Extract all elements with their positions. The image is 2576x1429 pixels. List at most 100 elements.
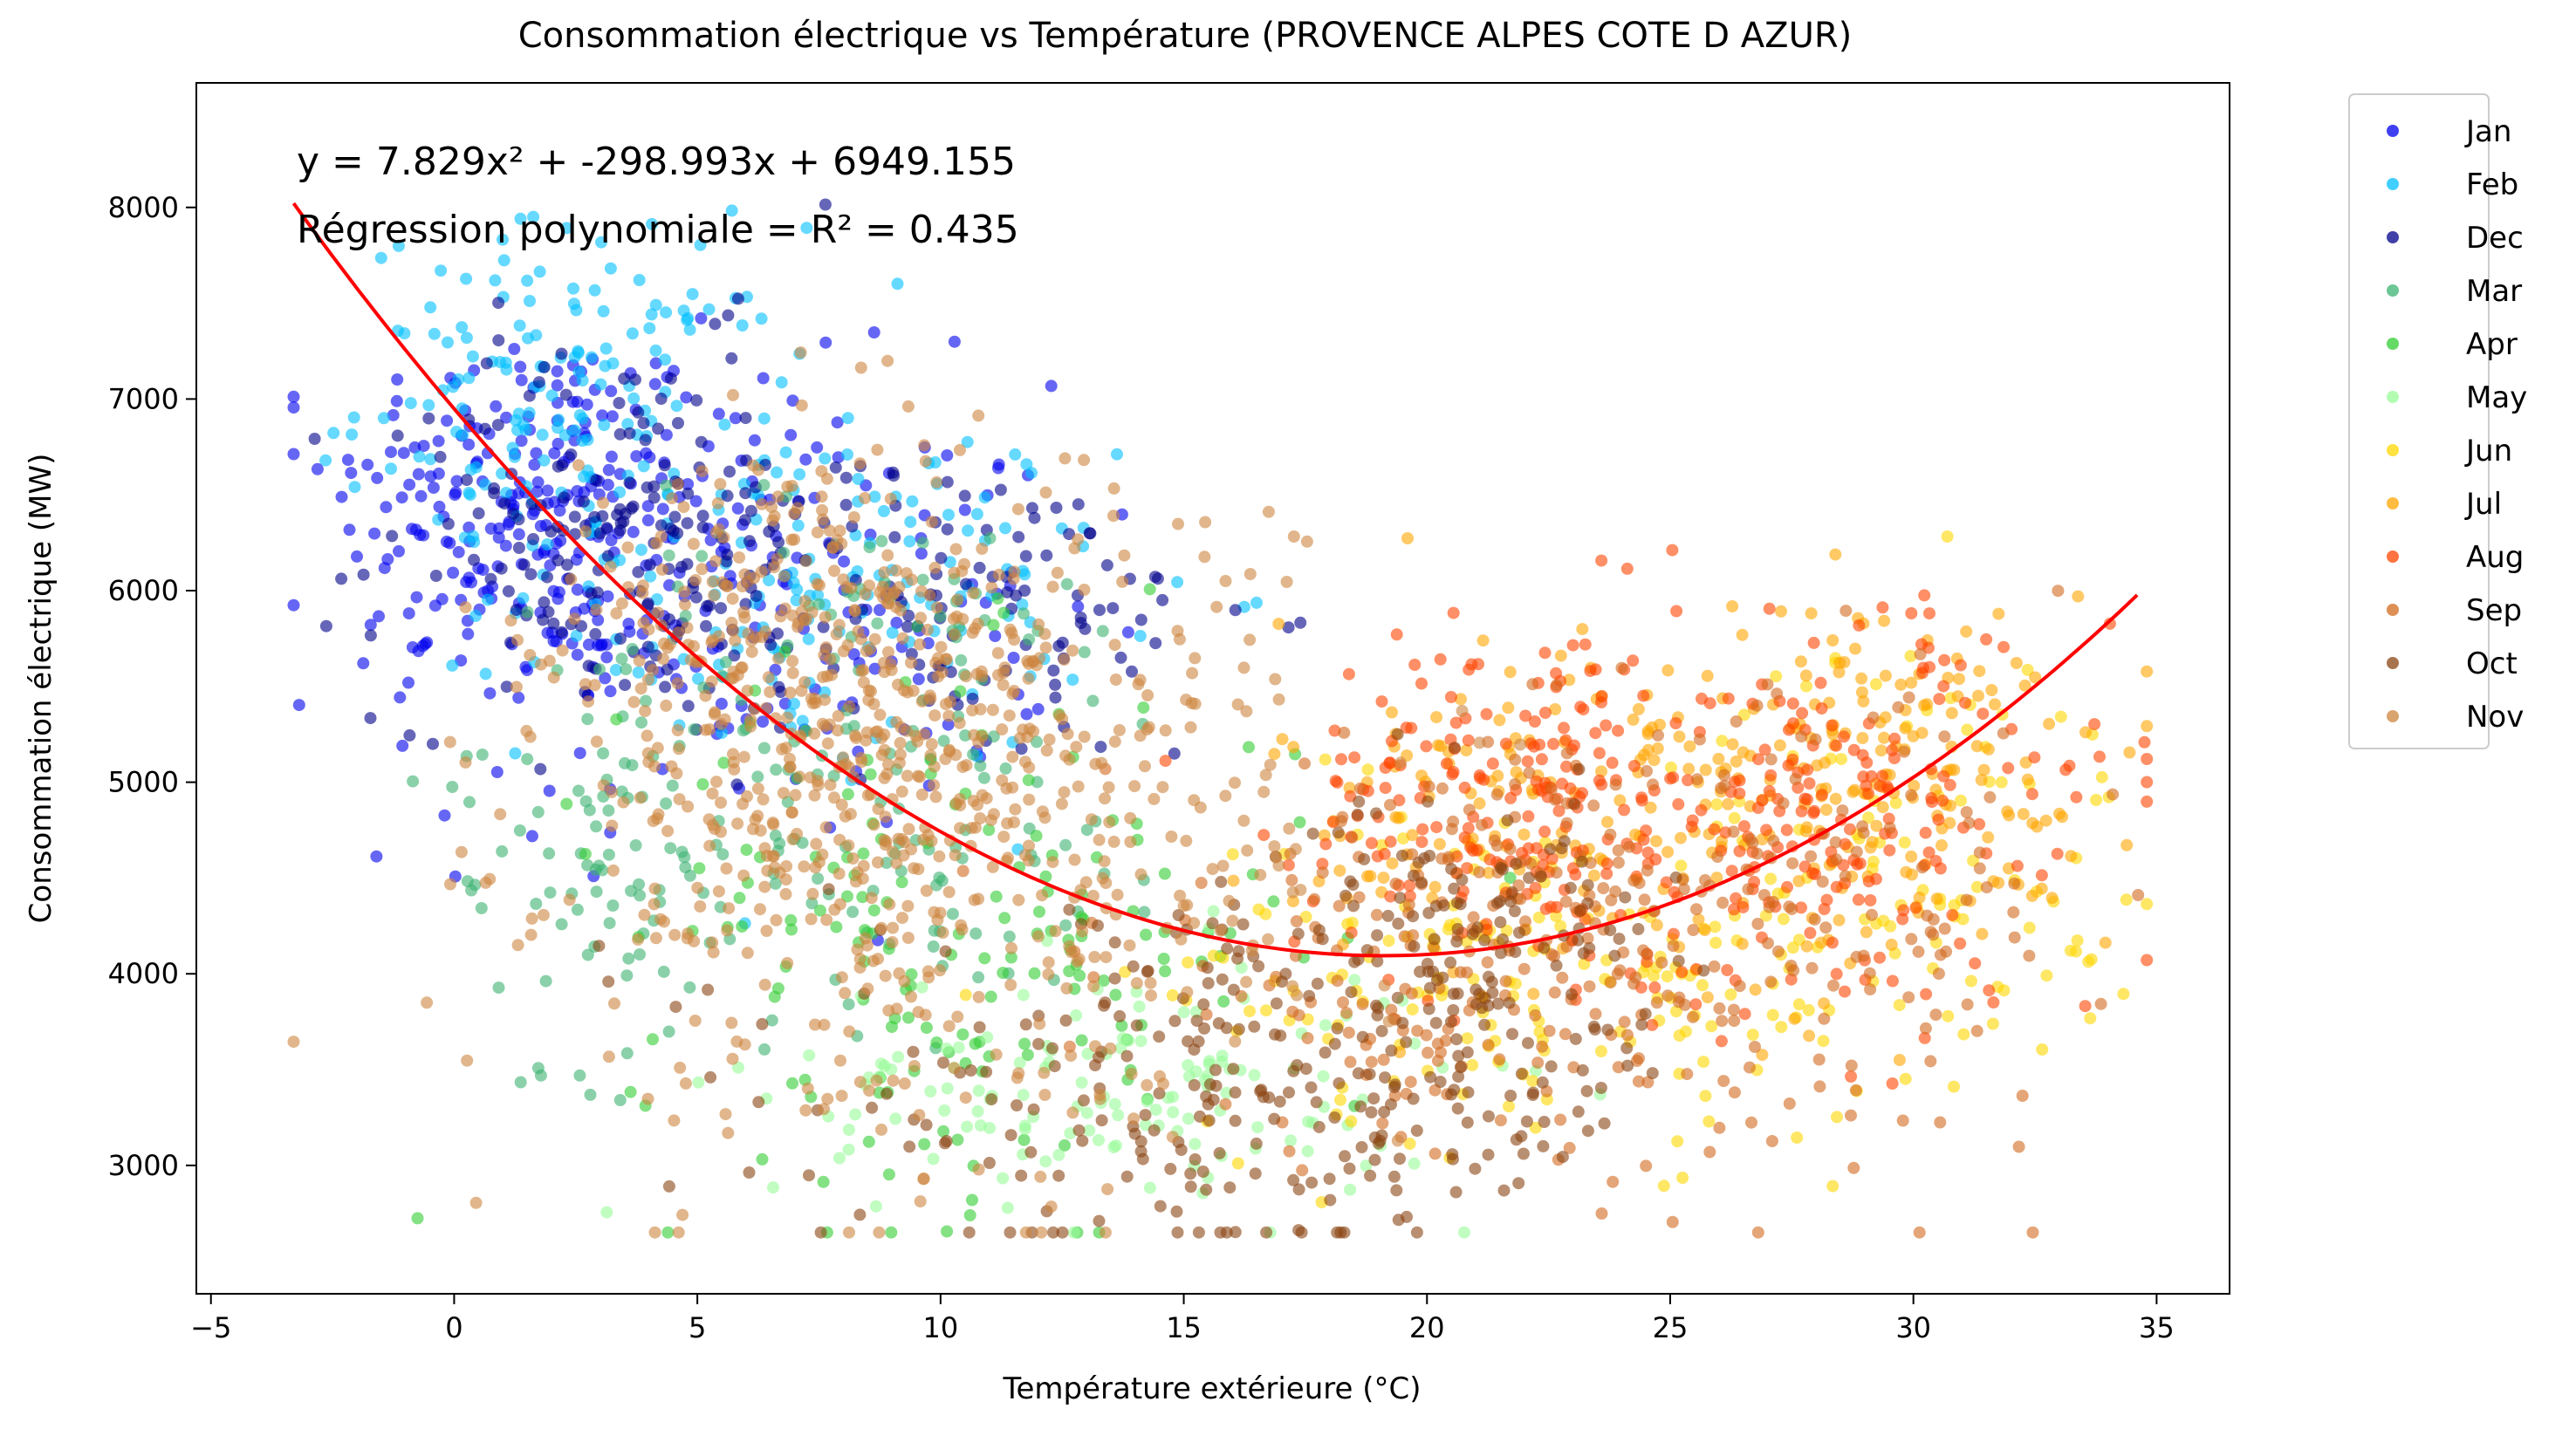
data-point (1285, 1134, 1297, 1147)
data-point (538, 360, 551, 373)
data-point (497, 254, 510, 267)
data-point (1276, 733, 1289, 746)
data-point (665, 760, 678, 773)
data-point (963, 1226, 976, 1239)
data-point (1317, 1070, 1330, 1083)
data-point (649, 298, 662, 311)
data-point (1786, 857, 1799, 870)
data-point (1522, 810, 1535, 823)
data-point (1388, 1078, 1401, 1091)
data-point (771, 982, 784, 995)
data-point (1446, 1148, 1459, 1161)
data-point (528, 458, 541, 471)
data-point (924, 1085, 937, 1097)
data-point (1792, 998, 1805, 1011)
data-point (1915, 861, 1929, 874)
data-point (1188, 917, 1201, 929)
data-point (1319, 753, 1332, 766)
data-point (1976, 927, 1989, 940)
data-point (974, 812, 987, 824)
data-point (976, 670, 989, 683)
data-point (645, 308, 658, 321)
data-point (1100, 951, 1113, 964)
data-point (530, 329, 543, 342)
data-point (860, 726, 874, 739)
data-point (2056, 810, 2069, 824)
data-point (912, 673, 925, 686)
data-point (1839, 870, 1852, 883)
data-point (752, 463, 764, 476)
data-point (1948, 899, 1961, 912)
data-point (1379, 782, 1392, 795)
data-point (1983, 790, 1997, 803)
data-point (1724, 988, 1737, 1001)
data-point (1560, 747, 1573, 760)
data-point (1305, 1081, 1318, 1094)
data-point (1932, 967, 1945, 981)
data-point (1482, 1110, 1495, 1123)
data-point (976, 543, 989, 555)
data-point (884, 492, 897, 505)
data-point (1938, 653, 1951, 667)
data-point (1641, 864, 1654, 877)
data-point (1401, 532, 1414, 544)
data-point (1287, 1064, 1300, 1077)
data-point (2070, 945, 2082, 958)
data-point (953, 716, 966, 729)
data-point (841, 412, 854, 425)
data-point (857, 847, 870, 860)
data-point (1267, 895, 1280, 908)
data-point (1601, 816, 1613, 829)
data-point (823, 524, 836, 537)
data-point (1450, 1033, 1463, 1046)
data-point (882, 1168, 895, 1181)
data-point (536, 428, 549, 441)
data-point (1141, 1095, 1154, 1108)
data-point (682, 478, 695, 490)
data-point (864, 768, 877, 781)
data-point (1864, 894, 1877, 906)
data-point (1905, 676, 1918, 689)
data-point (673, 793, 686, 806)
data-point (853, 1076, 867, 1089)
data-point (991, 646, 1004, 660)
data-point (1494, 1114, 1507, 1127)
data-point (763, 574, 776, 587)
data-point (692, 673, 704, 685)
data-point (895, 833, 908, 845)
data-point (1728, 811, 1741, 824)
data-point (1673, 991, 1686, 1004)
data-point (1324, 1193, 1337, 1207)
data-point (983, 1157, 996, 1169)
data-point (1065, 1050, 1078, 1063)
data-point (2035, 882, 2048, 895)
data-point (969, 1037, 982, 1050)
data-point (590, 820, 603, 833)
data-point (1004, 1226, 1017, 1239)
data-point (1597, 882, 1610, 895)
data-point (1408, 659, 1422, 671)
data-point (1531, 1056, 1545, 1070)
data-point (1108, 639, 1121, 652)
data-point (1581, 932, 1594, 945)
data-point (815, 465, 828, 478)
data-point (1733, 980, 1746, 993)
data-point (1206, 917, 1219, 930)
data-point (716, 727, 729, 740)
data-point (1982, 742, 1995, 756)
data-point (1156, 781, 1169, 794)
data-point (1550, 866, 1563, 879)
data-point (1340, 1007, 1353, 1020)
data-point (1231, 952, 1244, 965)
data-point (2017, 808, 2030, 821)
data-point (1886, 974, 1899, 988)
data-point (460, 272, 473, 285)
data-point (2099, 936, 2112, 949)
data-point (371, 471, 384, 484)
data-point (859, 492, 872, 504)
data-point (594, 639, 607, 652)
data-point (1219, 790, 1232, 803)
data-point (867, 818, 880, 831)
data-point (1497, 1184, 1511, 1197)
data-point (346, 428, 359, 441)
